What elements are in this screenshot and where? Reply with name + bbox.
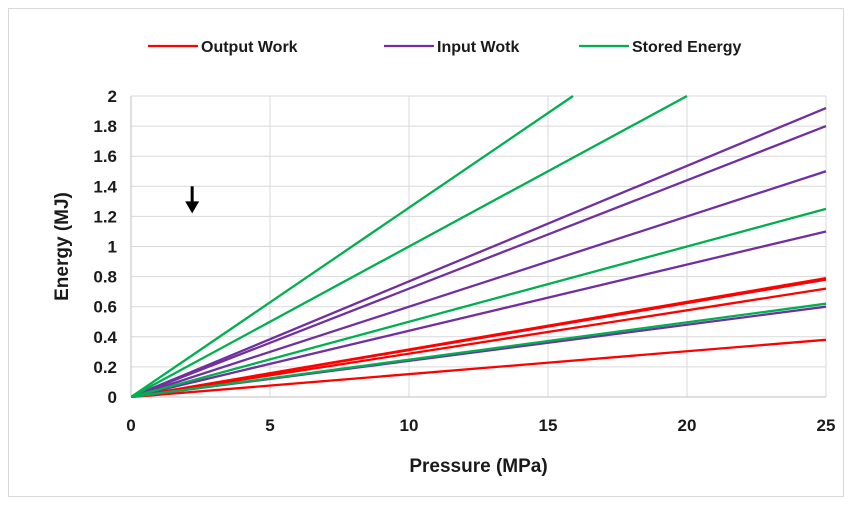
series-line: [131, 95, 574, 398]
series-line: [131, 287, 827, 398]
x-tick-label: 0: [126, 416, 135, 435]
y-tick-label: 1.2: [93, 207, 117, 226]
series-line: [131, 302, 827, 398]
y-tick-label: 1.8: [93, 117, 117, 136]
series-line: [131, 276, 827, 398]
series-line: [131, 207, 827, 398]
y-tick-label: 1.4: [93, 177, 117, 196]
series-line: [131, 106, 827, 398]
x-tick-label: 5: [265, 416, 274, 435]
y-tick-label: 0.8: [93, 268, 117, 287]
x-tick-label: 15: [539, 416, 558, 435]
x-tick-label: 20: [678, 416, 697, 435]
y-tick-label: 1: [108, 238, 117, 257]
y-tick-label: 0.4: [93, 328, 117, 347]
y-tick-label: 0.2: [93, 358, 117, 377]
x-tick-label: 10: [400, 416, 419, 435]
y-tick-label: 2: [108, 87, 117, 106]
series-line: [131, 125, 827, 398]
x-tick-label: 25: [817, 416, 836, 435]
y-tick-label: 1.6: [93, 147, 117, 166]
legend-label: Output Work: [201, 39, 298, 56]
y-axis-title: Energy (MJ): [52, 192, 73, 301]
y-tick-label: 0: [108, 388, 117, 407]
x-axis-title: Pressure (MPa): [409, 456, 547, 477]
series-line: [131, 338, 827, 398]
series-line: [131, 95, 688, 398]
chart-frame: [8, 8, 844, 497]
arrow-down-icon: [185, 201, 200, 214]
legend-label: Input Wotk: [437, 39, 519, 56]
y-tick-label: 0.6: [93, 298, 117, 317]
series-line: [131, 170, 827, 398]
series-line: [131, 230, 827, 398]
legend-label: Stored Energy: [632, 39, 741, 56]
